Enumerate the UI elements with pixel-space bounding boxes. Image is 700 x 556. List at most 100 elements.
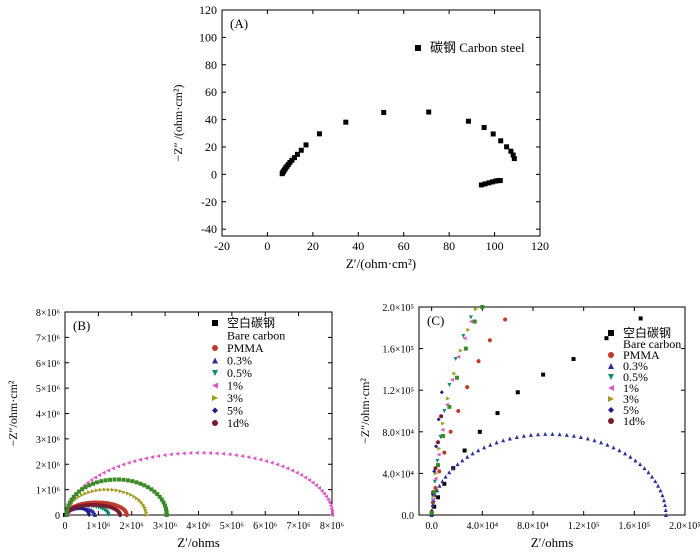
data-point	[455, 375, 459, 380]
data-point	[294, 151, 300, 157]
data-point	[106, 513, 111, 517]
data-point	[64, 509, 69, 514]
data-point	[280, 464, 285, 469]
data-point	[433, 476, 438, 481]
data-point	[453, 357, 458, 361]
data-point	[307, 477, 312, 482]
data-point	[106, 468, 111, 473]
data-point	[143, 456, 148, 461]
plot-frame	[221, 9, 541, 237]
data-point	[264, 459, 269, 464]
data-point	[439, 390, 444, 395]
y-tick-label: 100	[199, 30, 217, 44]
data-point	[440, 427, 445, 432]
data-point	[164, 509, 169, 514]
data-point	[442, 481, 447, 486]
x-tick-label: 4.0×10⁴	[467, 521, 499, 532]
data-point	[188, 451, 193, 456]
x-tick-label: 4×10⁶	[186, 521, 211, 532]
legend-label: 0.5%	[227, 366, 252, 380]
y-tick-label: 40	[205, 113, 217, 127]
data-point	[208, 451, 213, 456]
y-tick-label: 120	[199, 3, 217, 17]
x-tick-label: 0	[264, 239, 270, 253]
legend-marker	[608, 407, 614, 413]
data-point	[623, 451, 628, 456]
x-tick-label: 1.6×10⁵	[619, 521, 651, 532]
y-tick-label: 0	[55, 511, 60, 522]
data-point	[121, 477, 126, 482]
y-tick-label: 4.0×10⁴	[382, 469, 414, 480]
data-point	[150, 455, 155, 460]
data-point	[437, 469, 442, 474]
panel-label: (B)	[73, 318, 90, 333]
legend-label: 1d%	[623, 414, 645, 428]
data-point	[515, 390, 520, 395]
data-point	[536, 432, 541, 437]
data-point	[476, 359, 481, 364]
data-point	[435, 458, 440, 463]
data-point	[269, 460, 274, 465]
y-tick-label: 4×10⁶	[36, 410, 61, 421]
legend-marker	[212, 395, 218, 401]
data-point	[451, 466, 456, 471]
data-point	[93, 513, 98, 517]
x-tick-label: 120	[531, 239, 549, 253]
data-point	[447, 383, 452, 387]
legend-label: 0.3%	[227, 354, 252, 368]
series-0.3%	[429, 431, 668, 517]
data-point	[487, 338, 492, 343]
data-point	[135, 496, 140, 501]
x-tick-label: 60	[398, 239, 410, 253]
data-point	[214, 451, 219, 456]
data-point	[67, 500, 72, 505]
x-tick-label: 7×10⁶	[287, 521, 312, 532]
data-point	[426, 109, 432, 115]
data-point	[343, 119, 349, 125]
data-point	[436, 452, 441, 457]
data-point	[108, 477, 113, 482]
data-point	[118, 513, 123, 517]
data-point	[433, 485, 438, 490]
panel-label: (A)	[230, 16, 248, 31]
data-point	[456, 409, 461, 413]
data-point	[432, 479, 437, 484]
y-tick-label: 0	[211, 167, 217, 181]
data-point	[275, 462, 280, 467]
data-point	[329, 506, 334, 511]
data-point	[289, 157, 295, 163]
data-point	[141, 502, 146, 507]
x-tick-label: 2×10⁶	[120, 521, 145, 532]
data-point	[303, 475, 308, 480]
data-point	[482, 181, 488, 187]
data-point	[161, 500, 166, 505]
data-point	[660, 493, 665, 498]
data-point	[103, 478, 108, 483]
legend-marker	[415, 45, 421, 51]
data-point	[436, 417, 441, 422]
data-point	[91, 481, 96, 486]
data-point	[468, 319, 473, 324]
data-point	[571, 357, 576, 361]
legend-label: 空白碳钢	[227, 315, 275, 330]
data-point	[430, 503, 435, 508]
data-point	[65, 506, 70, 511]
data-point	[617, 448, 622, 453]
data-point	[663, 508, 668, 513]
data-point	[462, 448, 467, 453]
x-tick-label: 3×10⁶	[153, 521, 178, 532]
x-tick-label: -20	[214, 239, 230, 253]
data-point	[638, 316, 643, 321]
legend-label: 碳钢 Carbon steel	[430, 40, 525, 55]
data-point	[465, 454, 470, 459]
data-point	[455, 462, 460, 467]
y-tick-label: 2.0×10⁵	[382, 303, 414, 314]
data-point	[489, 179, 495, 185]
data-point	[201, 450, 206, 455]
y-tick-label: 6×10⁶	[36, 359, 61, 370]
data-point	[503, 317, 508, 322]
data-point	[474, 307, 478, 312]
data-point	[313, 483, 318, 488]
data-point	[106, 487, 111, 492]
